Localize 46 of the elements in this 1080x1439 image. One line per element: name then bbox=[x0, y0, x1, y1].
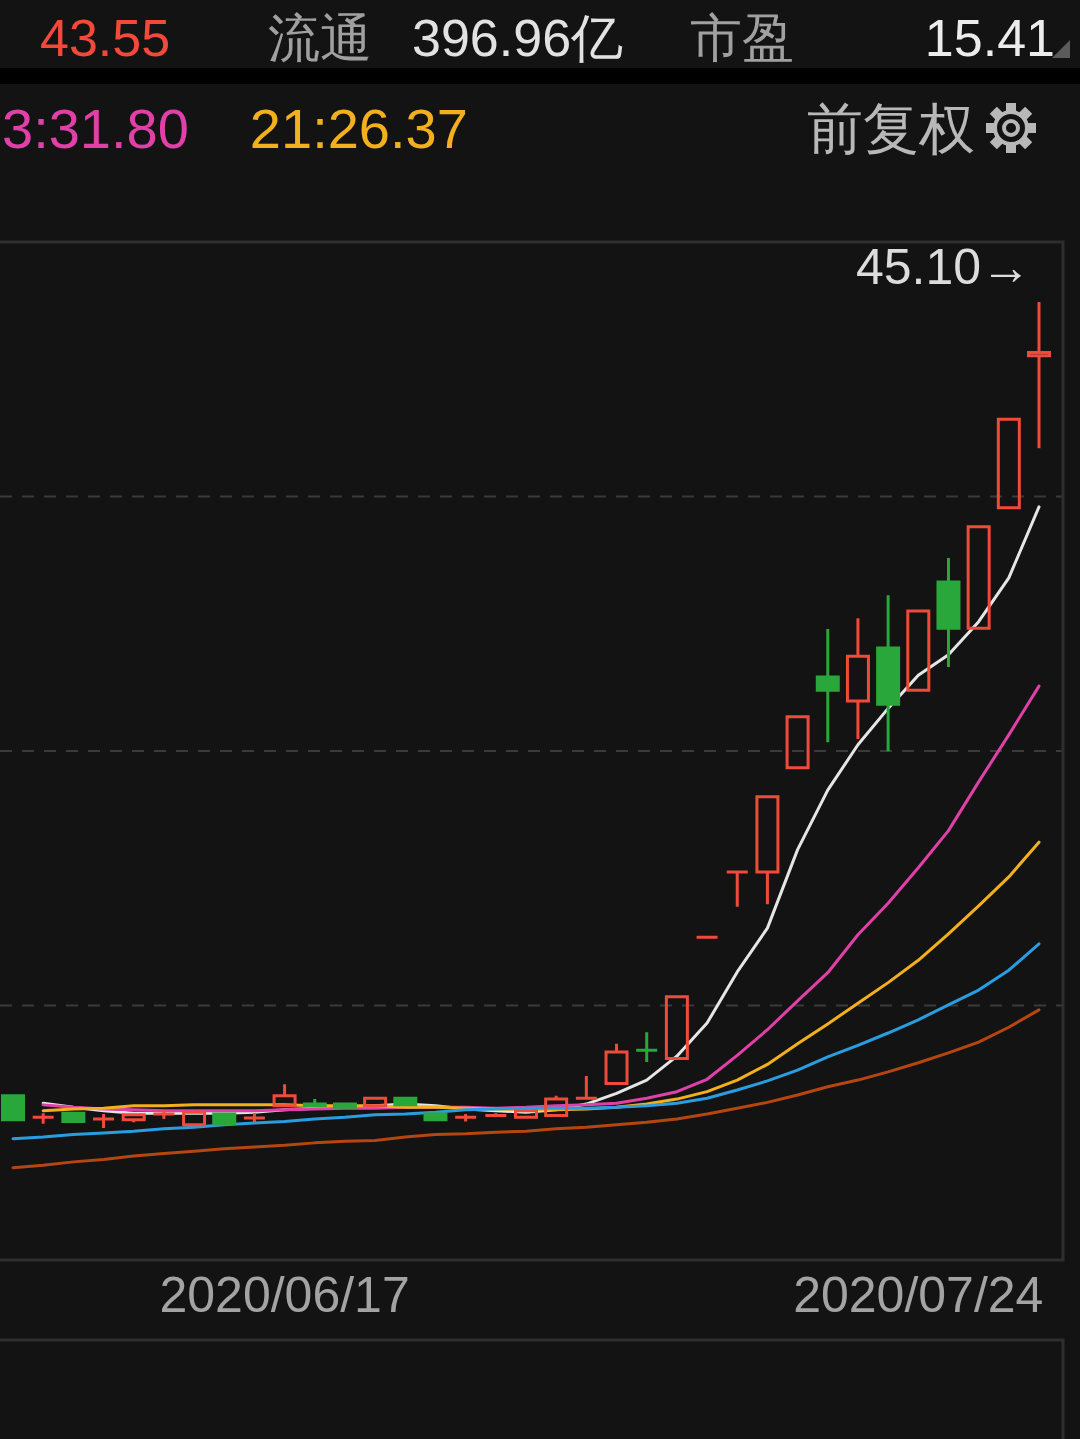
candlestick bbox=[906, 609, 931, 692]
candlestick bbox=[393, 1096, 418, 1107]
text: 43.55 bbox=[40, 9, 171, 67]
candlestick bbox=[996, 417, 1021, 510]
candlestick bbox=[91, 1113, 116, 1128]
candlestick bbox=[1, 1094, 25, 1122]
candlestick bbox=[151, 1109, 176, 1119]
candlestick bbox=[61, 1111, 86, 1123]
x-tick-label: 2020/06/17 bbox=[159, 1267, 410, 1323]
text: 396.96亿 bbox=[412, 9, 624, 67]
candlestick bbox=[332, 1102, 357, 1109]
candlestick bbox=[755, 795, 780, 905]
candlestick bbox=[664, 995, 689, 1061]
candlestick bbox=[695, 935, 720, 939]
text: 45.10→ bbox=[855, 239, 1031, 295]
candlestick bbox=[272, 1084, 297, 1108]
candlestick bbox=[363, 1096, 388, 1108]
text: 3:31.80 bbox=[2, 97, 189, 160]
candlestick bbox=[423, 1112, 448, 1122]
candlestick bbox=[574, 1075, 599, 1100]
candlestick bbox=[182, 1110, 207, 1127]
candlestick bbox=[785, 715, 810, 770]
candlestick bbox=[242, 1113, 267, 1123]
candlestick bbox=[845, 618, 870, 739]
candlestick bbox=[514, 1109, 538, 1119]
candlestick bbox=[634, 1032, 659, 1062]
text: 21:26.37 bbox=[249, 97, 468, 160]
candlestick bbox=[31, 1113, 56, 1124]
candlestick bbox=[212, 1112, 237, 1126]
candlestick bbox=[453, 1113, 478, 1122]
candlestick bbox=[876, 595, 901, 752]
text: 市盈 bbox=[690, 9, 794, 67]
text: 前复权 bbox=[807, 97, 975, 160]
candlestick bbox=[302, 1099, 327, 1108]
candlestick bbox=[604, 1043, 629, 1085]
candlestick bbox=[1027, 302, 1051, 449]
candlestick bbox=[966, 525, 991, 630]
text: 15.41 bbox=[924, 9, 1055, 67]
candlestick bbox=[936, 558, 961, 668]
candlestick bbox=[483, 1113, 508, 1118]
candlestick bbox=[121, 1113, 146, 1123]
text: 流通 bbox=[268, 9, 372, 67]
x-tick-label: 2020/07/24 bbox=[793, 1267, 1044, 1323]
candlestick bbox=[725, 870, 750, 907]
candlestick bbox=[544, 1095, 569, 1118]
candlestick bbox=[815, 629, 840, 743]
